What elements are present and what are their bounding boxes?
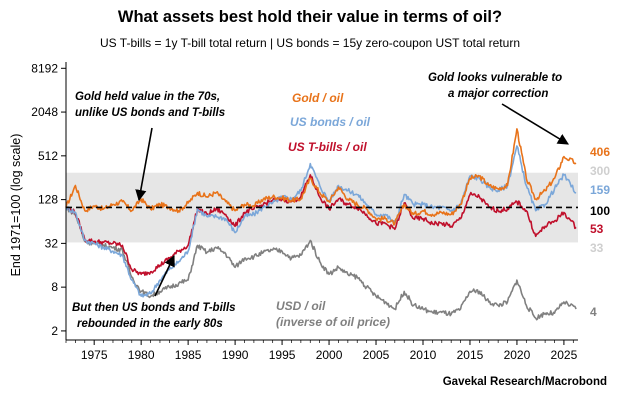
annotation-gold-vulnerable-line2: a major correction bbox=[448, 88, 548, 100]
x-tick-label: 2010 bbox=[410, 348, 437, 362]
source-note: Gavekal Research/Macrobond bbox=[443, 376, 607, 388]
x-tick-label: 2015 bbox=[457, 348, 484, 362]
end-label-100: 100 bbox=[590, 204, 610, 218]
x-tick-label: 2025 bbox=[551, 348, 578, 362]
end-label-layer: 406 300 159 100 53 33 4 bbox=[590, 145, 610, 319]
x-tick-label: 1985 bbox=[175, 348, 202, 362]
y-tick-label: 2 bbox=[51, 324, 58, 338]
y-axis-label: End 1971=100 (log scale) bbox=[9, 134, 23, 277]
x-tick-label: 1975 bbox=[81, 348, 108, 362]
arrow-gold-vulnerable bbox=[501, 103, 569, 145]
x-tick-label: 2000 bbox=[316, 348, 343, 362]
x-tick-label: 1995 bbox=[269, 348, 296, 362]
x-tick-label: 2005 bbox=[363, 348, 390, 362]
label-us-bonds-oil: US bonds / oil bbox=[290, 115, 371, 129]
arrow-rebound bbox=[154, 254, 175, 297]
label-us-tbills-oil: US T-bills / oil bbox=[288, 140, 367, 154]
label-gold-oil: Gold / oil bbox=[292, 91, 344, 105]
y-tick-label: 32 bbox=[45, 236, 59, 250]
end-label-33: 33 bbox=[590, 241, 604, 255]
x-tick-label: 1980 bbox=[128, 348, 155, 362]
y-tick-label: 512 bbox=[38, 149, 58, 163]
end-label-4: 4 bbox=[590, 305, 597, 319]
y-tick-label: 8 bbox=[51, 280, 58, 294]
series-layer bbox=[65, 128, 578, 321]
label-usd-oil-note: (inverse of oil price) bbox=[276, 315, 390, 329]
y-tick-label: 128 bbox=[38, 193, 58, 207]
annotation-gold-70s-line1: Gold held value in the 70s, bbox=[75, 91, 220, 103]
axis-layer: 2 8 32 128 512 2048 8192 1975 1980 1985 1990 1995 20… bbox=[31, 61, 578, 362]
end-label-53: 53 bbox=[590, 222, 604, 236]
series-line-gold-oil bbox=[65, 128, 577, 226]
x-tick-label: 1990 bbox=[222, 348, 249, 362]
chart-subtitle: US T-bills = 1y T-bill total return | US… bbox=[100, 36, 520, 50]
label-usd-oil: USD / oil bbox=[276, 299, 326, 313]
annotation-rebound-line2: rebounded in the early 80s bbox=[77, 318, 223, 330]
end-label-406: 406 bbox=[590, 145, 610, 159]
chart-title: What assets best hold their value in ter… bbox=[118, 8, 502, 26]
annotation-gold-70s-line2: unlike US bonds and T-bills bbox=[75, 107, 225, 119]
x-tick-label: 2020 bbox=[504, 348, 531, 362]
y-tick-label: 8192 bbox=[31, 61, 58, 75]
end-label-159: 159 bbox=[590, 183, 610, 197]
end-label-300: 300 bbox=[590, 164, 610, 178]
annotation-rebound-line1: But then US bonds and T-bills bbox=[72, 302, 236, 314]
annotation-gold-vulnerable-line1: Gold looks vulnerable to bbox=[428, 72, 562, 84]
arrow-gold-70s bbox=[135, 127, 153, 202]
series-line-usd-oil bbox=[65, 206, 577, 321]
series-line-us-bonds-oil bbox=[65, 145, 577, 298]
y-tick-label: 2048 bbox=[31, 105, 58, 119]
